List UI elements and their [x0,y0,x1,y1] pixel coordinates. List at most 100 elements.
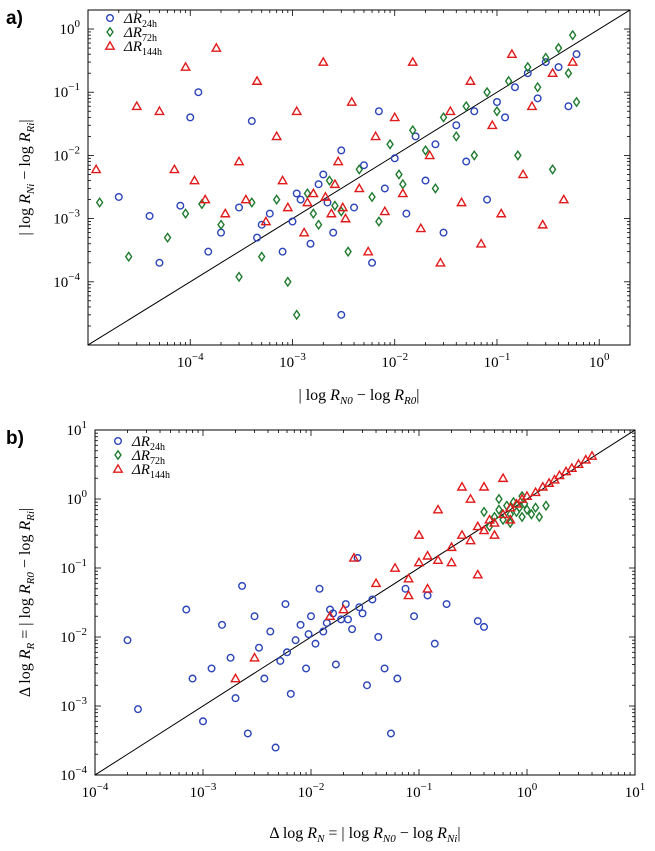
data-point-24h [281,600,290,609]
data-point-24h [283,648,292,657]
data-point-144h [446,556,457,567]
data-point-72h [452,130,461,142]
data-point-144h [517,168,529,179]
data-point-24h [188,674,197,683]
data-point-24h [292,189,301,198]
legend-label-24h: ΔR24h [131,434,165,453]
data-point-24h [572,50,581,59]
data-point-72h [490,511,499,523]
data-point-144h [180,61,191,71]
data-point-24h [492,98,501,107]
data-point-24h [194,88,203,97]
data-point-24h [271,743,280,752]
data-point-24h [355,603,364,612]
data-point-144h [370,577,382,588]
reference-line [95,430,635,775]
data-point-144h [472,520,484,531]
data-point-72h [431,183,440,194]
data-point-24h [296,620,305,629]
data-point-24h [380,664,389,673]
data-point-72h [533,81,542,93]
data-point-144h [422,550,433,560]
data-point-72h [514,149,522,161]
data-point-144h [168,163,180,174]
data-point-24h [541,58,550,67]
data-point-144h [586,450,598,460]
data-point-24h [155,258,164,267]
data-point-144h [219,207,231,218]
y-tick-label: 10−2 [53,144,80,164]
data-point-144h [484,514,495,524]
data-point-72h [499,514,507,526]
data-point-24h [483,195,492,204]
data-point-24h [291,636,300,645]
y-tick-label: 10−2 [60,626,87,646]
data-point-72h [554,42,563,54]
data-point-144h [397,187,409,198]
data-point-24h [217,228,226,237]
data-point-144h [456,529,468,539]
data-point-72h [217,219,225,231]
data-point-144h [472,569,484,579]
data-point-72h [386,138,394,150]
data-point-72h [124,251,133,263]
x-tick-label: 10−3 [190,781,217,801]
data-point-72h [504,75,513,87]
data-point-24h [462,157,471,166]
data-point-144h [413,556,425,567]
data-point-144h [317,56,329,66]
data-point-72h [375,216,383,227]
data-point-24h [501,113,510,122]
data-point-24h [368,258,377,267]
data-point-24h [247,117,256,126]
y-tick-label: 100 [67,488,88,508]
data-point-144h [511,498,522,508]
data-point-144h [465,75,476,85]
data-point-144h [340,212,351,223]
data-point-24h [315,584,324,593]
data-point-72h [495,493,503,505]
data-point-72h [272,194,281,206]
x-tick-label: 10−4 [82,781,109,801]
data-point-144h [521,490,533,500]
data-point-24h [306,239,315,248]
data-point-144h [422,583,433,593]
data-point-24h [337,146,346,155]
data-point-24h [348,625,357,634]
data-point-24h [480,622,489,631]
legend-marker-24h [113,437,122,446]
data-point-24h [523,69,532,78]
data-point-144h [424,149,436,160]
data-point-144h [465,534,476,545]
data-point-144h [348,552,360,562]
data-point-24h [329,228,338,237]
x-tick-label: 10−4 [177,351,204,371]
y-tick-label: 10−1 [60,557,87,577]
data-point-24h [393,674,402,683]
data-point-24h [362,681,371,690]
data-point-72h [181,208,190,220]
legend-label-72h: ΔR72h [131,448,165,467]
data-point-24h [176,201,185,210]
data-point-144h [530,486,541,497]
data-point-144h [329,178,341,189]
data-point-24h [533,94,542,103]
data-point-72h [523,504,531,516]
data-point-24h [286,689,295,698]
data-point-144h [189,174,200,185]
data-point-72h [421,144,430,156]
data-point-144h [526,100,538,111]
data-point-24h [358,609,367,618]
data-point-24h [368,595,377,604]
plot-frame [94,429,636,776]
data-point-144h [506,48,518,59]
data-point-24h [314,180,323,189]
data-point-144h [325,207,337,218]
data-point-72h [518,490,526,502]
data-point-144h [302,196,313,207]
data-point-144h [547,67,559,78]
legend-marker-24h [105,13,114,22]
data-point-24h [260,674,269,683]
data-point-144h [567,56,579,66]
